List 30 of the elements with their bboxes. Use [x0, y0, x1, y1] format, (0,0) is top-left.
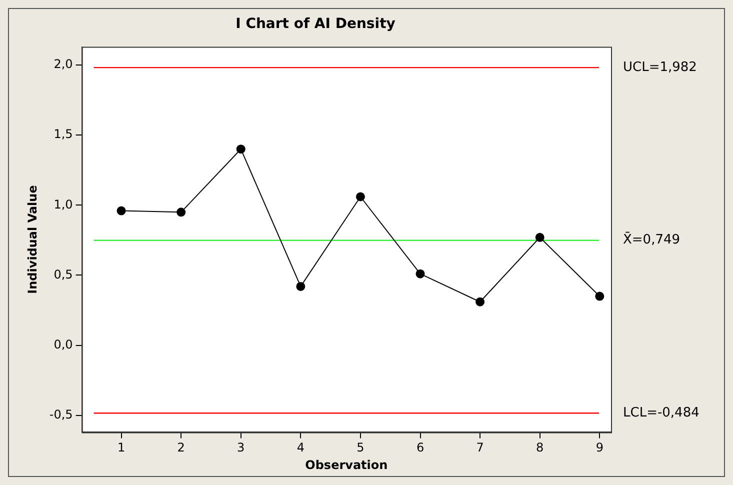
- y-tick-label: 0,5: [54, 267, 73, 282]
- x-tick-label: 1: [117, 440, 126, 455]
- x-tick-label: 2: [177, 440, 185, 455]
- point: [356, 192, 365, 202]
- point: [476, 297, 485, 306]
- point: [236, 144, 246, 154]
- ref-line-label: UCL=1,982: [623, 60, 697, 75]
- y-tick-label: 2,0: [54, 57, 73, 72]
- x-tick-label: 5: [356, 440, 364, 455]
- y-tick-label: 1,5: [54, 127, 73, 142]
- ref-line-label: LCL=-0,484: [623, 406, 700, 421]
- y-axis-title: Individual Value: [25, 185, 40, 294]
- point: [595, 292, 604, 301]
- chart-title: I Chart of AI Density: [236, 16, 396, 32]
- x-tick-label: 7: [476, 440, 484, 455]
- y-tick-label: 1,0: [54, 197, 73, 212]
- point: [416, 269, 425, 278]
- x-axis-title: Observation: [305, 458, 388, 472]
- x-tick-label: 4: [296, 440, 304, 455]
- point: [296, 282, 306, 291]
- point: [116, 206, 126, 216]
- x-tick-label: 9: [596, 440, 604, 455]
- y-tick-label: -0,5: [49, 408, 73, 422]
- x-tick-label: 3: [237, 440, 245, 455]
- ref-line-label: X̄=0,749: [623, 231, 680, 248]
- x-tick-label: 6: [416, 440, 424, 455]
- y-tick-label: 0,0: [54, 337, 73, 352]
- x-tick-label: 8: [536, 440, 544, 455]
- point: [176, 208, 186, 217]
- point: [535, 232, 544, 242]
